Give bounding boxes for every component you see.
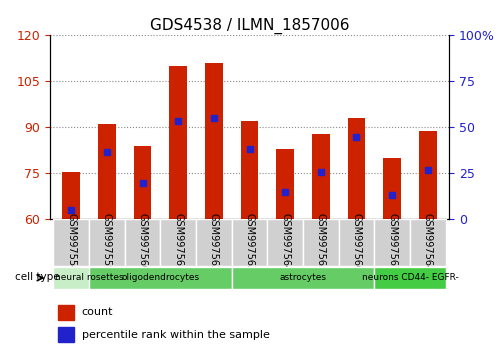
FancyBboxPatch shape — [125, 219, 160, 266]
Text: GSM997563: GSM997563 — [245, 213, 254, 272]
FancyBboxPatch shape — [374, 267, 446, 289]
FancyBboxPatch shape — [410, 219, 446, 266]
Text: count: count — [82, 307, 113, 317]
Bar — [347, 118, 365, 219]
Text: GSM997565: GSM997565 — [316, 213, 326, 272]
Bar — [62, 172, 80, 219]
Bar — [98, 124, 116, 219]
FancyBboxPatch shape — [232, 219, 267, 266]
Bar — [58, 305, 74, 320]
Text: neurons CD44- EGFR-: neurons CD44- EGFR- — [361, 273, 458, 282]
Text: GSM997558: GSM997558 — [66, 213, 76, 272]
Text: percentile rank within the sample: percentile rank within the sample — [82, 330, 270, 339]
Bar — [312, 133, 330, 219]
Text: GSM997560: GSM997560 — [138, 213, 148, 272]
Text: neural rosettes: neural rosettes — [55, 273, 123, 282]
Title: GDS4538 / ILMN_1857006: GDS4538 / ILMN_1857006 — [150, 18, 349, 34]
Bar — [419, 131, 437, 219]
Bar — [58, 327, 74, 342]
Bar — [276, 149, 294, 219]
FancyBboxPatch shape — [303, 219, 339, 266]
Text: GSM997567: GSM997567 — [387, 213, 397, 272]
Text: astrocytes: astrocytes — [279, 273, 326, 282]
Bar — [169, 66, 187, 219]
Bar — [134, 146, 152, 219]
Text: cell type: cell type — [15, 272, 59, 282]
FancyBboxPatch shape — [53, 267, 125, 289]
Bar — [205, 63, 223, 219]
FancyBboxPatch shape — [53, 219, 89, 266]
FancyBboxPatch shape — [89, 219, 125, 266]
Text: GSM997562: GSM997562 — [209, 213, 219, 272]
FancyBboxPatch shape — [232, 267, 374, 289]
FancyBboxPatch shape — [267, 219, 303, 266]
FancyBboxPatch shape — [196, 219, 232, 266]
FancyBboxPatch shape — [89, 267, 232, 289]
FancyBboxPatch shape — [374, 219, 410, 266]
FancyBboxPatch shape — [160, 219, 196, 266]
Text: GSM997568: GSM997568 — [423, 213, 433, 272]
Text: GSM997566: GSM997566 — [351, 213, 361, 272]
Text: GSM997559: GSM997559 — [102, 213, 112, 272]
Text: GSM997561: GSM997561 — [173, 213, 183, 272]
Bar — [241, 121, 258, 219]
FancyBboxPatch shape — [339, 219, 374, 266]
Text: GSM997564: GSM997564 — [280, 213, 290, 272]
Bar — [383, 158, 401, 219]
Text: oligodendrocytes: oligodendrocytes — [121, 273, 200, 282]
